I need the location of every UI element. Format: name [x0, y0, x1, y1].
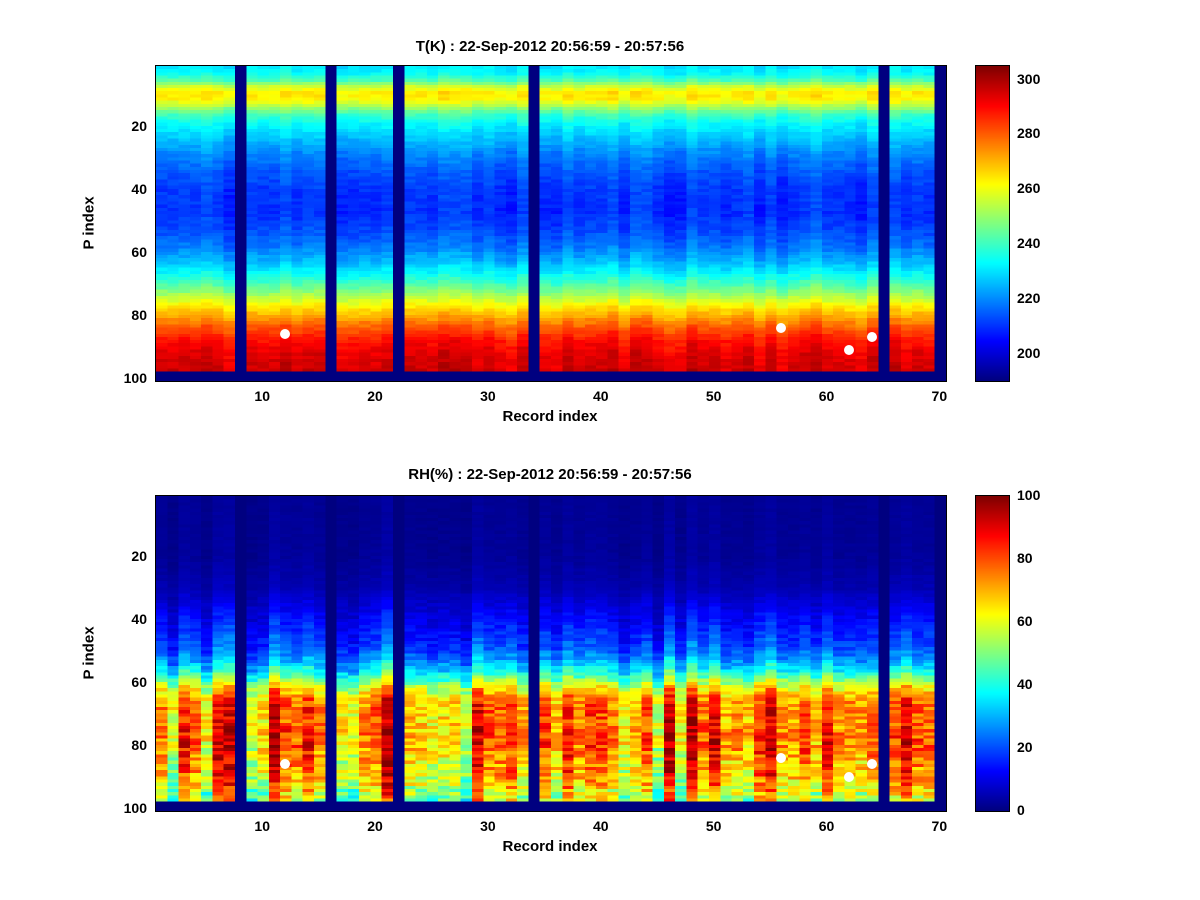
- colorbar-tick-label: 0: [1017, 802, 1025, 818]
- y-tick-label: 40: [131, 611, 147, 628]
- x-tick-label: 70: [931, 818, 948, 834]
- x-tick-label: 20: [367, 388, 383, 404]
- colorbar-tick-label: 40: [1017, 676, 1033, 692]
- x-tick-label: 10: [254, 818, 270, 834]
- rh-y-axis-label: P index: [80, 626, 98, 680]
- x-tick-label: 50: [705, 388, 722, 404]
- y-tick-label: 60: [131, 674, 147, 691]
- colorbar-tick-label: 240: [1017, 235, 1041, 252]
- colorbar-tick-label: 260: [1017, 180, 1041, 197]
- x-tick-label: 20: [367, 818, 383, 834]
- x-tick-label: 70: [931, 388, 948, 404]
- temp-y-axis-label: P index: [80, 196, 98, 250]
- colorbar-tick-label: 200: [1017, 344, 1041, 361]
- x-tick-label: 40: [592, 818, 609, 834]
- colorbar-tick-label: 60: [1017, 613, 1033, 629]
- temp-heatmap: [155, 65, 947, 382]
- temp-plot-title: T(K) : 22-Sep-2012 20:56:59 - 20:57:56: [415, 38, 685, 55]
- rh-x-axis-label: Record index: [502, 838, 598, 855]
- x-tick-label: 60: [818, 818, 835, 834]
- temp-x-axis-label: Record index: [502, 408, 598, 425]
- colorbar-tick-label: 80: [1017, 550, 1033, 566]
- rh-plot-title: RH(%) : 22-Sep-2012 20:56:59 - 20:57:56: [408, 466, 692, 483]
- y-tick-label: 40: [131, 181, 147, 198]
- x-tick-label: 60: [818, 388, 835, 404]
- x-tick-label: 30: [480, 818, 496, 834]
- y-tick-label: 100: [123, 370, 147, 387]
- colorbar-tick-label: 220: [1017, 289, 1041, 306]
- y-tick-label: 60: [131, 244, 147, 261]
- temp-colorbar: [975, 65, 1010, 382]
- x-tick-label: 10: [254, 388, 270, 404]
- y-tick-label: 80: [131, 737, 147, 754]
- y-tick-label: 20: [131, 548, 147, 565]
- colorbar-tick-label: 100: [1017, 487, 1041, 503]
- x-tick-label: 50: [705, 818, 722, 834]
- rh-colorbar: [975, 495, 1010, 812]
- x-tick-label: 30: [480, 388, 496, 404]
- x-tick-label: 40: [592, 388, 609, 404]
- colorbar-tick-label: 300: [1017, 70, 1041, 87]
- y-tick-label: 100: [123, 800, 147, 817]
- y-tick-label: 80: [131, 307, 147, 324]
- colorbar-tick-label: 280: [1017, 125, 1041, 142]
- y-tick-label: 20: [131, 118, 147, 135]
- colorbar-tick-label: 20: [1017, 739, 1033, 755]
- rh-heatmap: [155, 495, 947, 812]
